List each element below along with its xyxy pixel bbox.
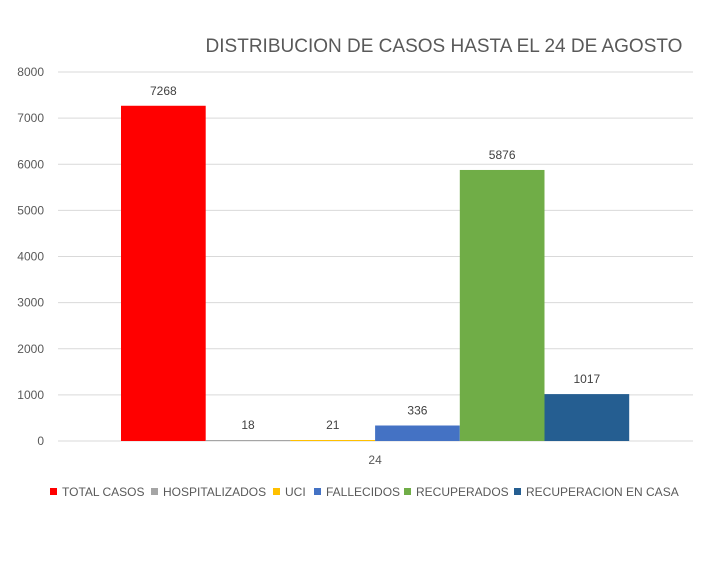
bars: [121, 105, 630, 442]
legend-item: TOTAL CASOS: [50, 485, 144, 499]
x-tick-label: 24: [368, 453, 382, 467]
data-label: 5876: [489, 148, 516, 162]
bar: [459, 169, 545, 442]
bar: [290, 440, 376, 441]
legend-label: HOSPITALIZADOS: [163, 485, 266, 499]
y-tick-label: 5000: [17, 203, 44, 217]
y-tick-label: 6000: [17, 157, 44, 171]
legend-label: UCI: [285, 485, 306, 499]
legend-label: RECUPERACION EN CASA: [526, 485, 679, 499]
y-tick-label: 0: [37, 434, 44, 448]
y-tick-label: 3000: [17, 296, 44, 310]
y-tick-label: 1000: [17, 388, 44, 402]
legend-swatch: [314, 488, 321, 495]
bar: [544, 394, 630, 441]
legend-label: RECUPERADOS: [416, 485, 509, 499]
data-labels: 7268 18 21 336 5876 1017: [150, 84, 601, 432]
legend-swatch: [514, 488, 521, 495]
legend-item: RECUPERADOS: [404, 485, 509, 499]
data-label: 1017: [573, 372, 600, 386]
legend-item: RECUPERACION EN CASA: [514, 485, 679, 499]
bar: [121, 105, 206, 442]
legend-swatch: [151, 488, 158, 495]
legend-item: HOSPITALIZADOS: [151, 485, 266, 499]
y-tick-label: 2000: [17, 342, 44, 356]
legend-item: UCI: [273, 485, 306, 499]
legend-label: TOTAL CASOS: [62, 485, 144, 499]
bar: [205, 440, 291, 441]
data-label: 21: [326, 418, 340, 432]
legend: TOTAL CASOS HOSPITALIZADOS UCI FALLECIDOS RE…: [50, 485, 679, 499]
legend-label: FALLECIDOS: [326, 485, 400, 499]
y-tick-label: 8000: [17, 65, 44, 79]
legend-item: FALLECIDOS: [314, 485, 400, 499]
x-axis-ticks: 24: [368, 453, 382, 467]
legend-swatch: [273, 488, 280, 495]
bar: [375, 425, 460, 441]
data-label: 7268: [150, 84, 177, 98]
data-label: 18: [241, 418, 255, 432]
y-tick-label: 7000: [17, 111, 44, 125]
legend-swatch: [404, 488, 411, 495]
y-axis-ticks: 0 1000 2000 3000 4000 5000 6000 7000 8000: [17, 65, 44, 448]
legend-swatch: [50, 488, 57, 495]
y-tick-label: 4000: [17, 250, 44, 264]
chart-title: DISTRIBUCION DE CASOS HASTA EL 24 DE AGO…: [206, 36, 683, 57]
data-label: 336: [407, 404, 427, 418]
